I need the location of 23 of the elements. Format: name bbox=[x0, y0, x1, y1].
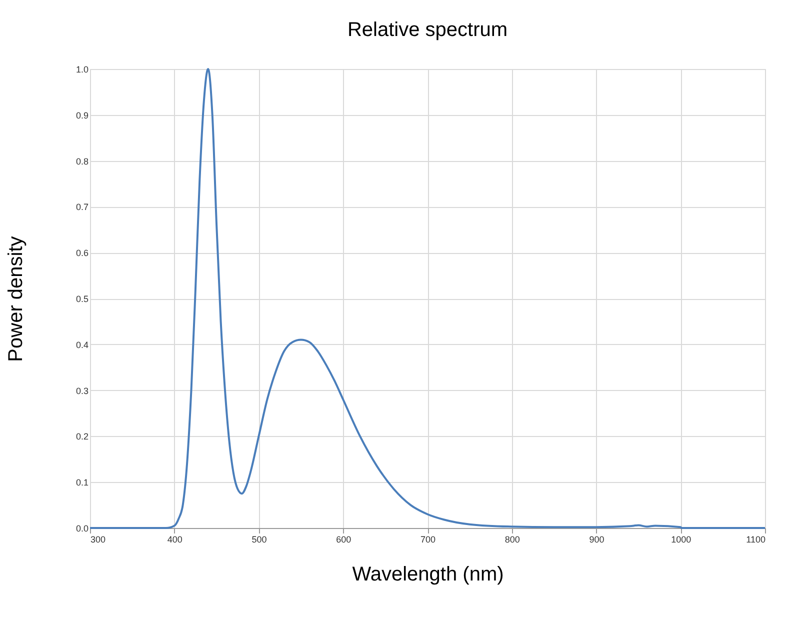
y-tick-label: 1.0 bbox=[76, 64, 88, 74]
y-tick-label: 0.2 bbox=[76, 432, 88, 442]
y-tick-label: 0.7 bbox=[76, 202, 88, 212]
x-tick-label: 800 bbox=[504, 534, 520, 544]
y-tick-label: 0.5 bbox=[76, 294, 88, 304]
y-axis-title: Power density bbox=[4, 236, 27, 362]
y-tick-label: 0.4 bbox=[76, 340, 88, 350]
y-tick-label: 0.8 bbox=[76, 156, 88, 166]
y-tick-label: 0.1 bbox=[76, 478, 88, 488]
x-tick-label: 1100 bbox=[746, 534, 766, 544]
x-tick-label: 1000 bbox=[671, 534, 692, 544]
chart-title: Relative spectrum bbox=[347, 19, 508, 41]
x-tick-label: 700 bbox=[420, 534, 436, 544]
y-tick-label: 0.0 bbox=[76, 524, 88, 534]
x-tick-label: 300 bbox=[90, 534, 106, 544]
x-tick-label: 400 bbox=[167, 534, 182, 544]
y-tick-label: 0.9 bbox=[76, 110, 88, 120]
y-tick-label: 0.3 bbox=[76, 386, 88, 396]
x-tick-label: 600 bbox=[336, 534, 352, 544]
x-tick-label: 900 bbox=[589, 534, 604, 544]
x-tick-label: 500 bbox=[252, 534, 267, 544]
y-tick-label: 0.6 bbox=[76, 248, 88, 258]
x-axis-title: Wavelength (nm) bbox=[352, 564, 504, 586]
